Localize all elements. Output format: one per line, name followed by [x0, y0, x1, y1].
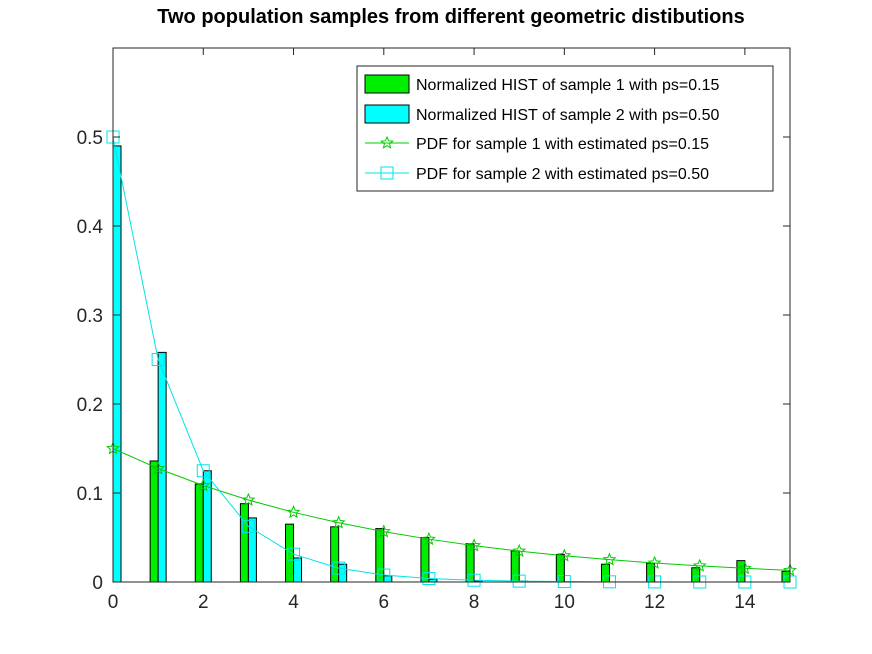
point-series1-x12: [647, 555, 662, 569]
point-series2-x5: [332, 561, 346, 575]
point-series1-x14: [737, 560, 752, 575]
point-series2-x7: [422, 572, 436, 586]
point-series1-x9: [512, 543, 527, 558]
bar-series1-x10: [555, 553, 565, 583]
bar-series1-x1: [149, 460, 159, 583]
point-series1-x10: [557, 548, 572, 562]
bar-series1-x15: [781, 570, 791, 583]
legend-label-3: PDF for sample 1 with estimated ps=0.15: [416, 136, 709, 153]
point-series1-x8: [467, 538, 482, 552]
bar-series1-x3: [239, 503, 249, 583]
y-tick-label: 0.1: [77, 484, 103, 505]
point-series2-x1: [151, 353, 165, 366]
chart-title: Two population samples from different ge…: [157, 6, 744, 28]
y-tick-label: 0.5: [77, 128, 103, 149]
legend: Normalized HIST of sample 1 with ps=0.15…: [356, 65, 774, 192]
point-series1-x6: [376, 524, 391, 538]
x-tick-label: 2: [198, 592, 209, 613]
y-tick-label: 0.2: [77, 395, 103, 416]
axis-ticks: 0 2 4 6 8 10 12 14 0 0.1 0.2 0.3 0.4 0.5: [77, 48, 790, 613]
point-series2-x2: [196, 464, 210, 478]
point-series1-x2: [196, 478, 211, 492]
y-tick-label: 0.4: [77, 217, 104, 238]
x-tick-label: 12: [644, 592, 665, 613]
legend-marker-4: [380, 166, 394, 180]
point-series1-x3: [241, 492, 256, 506]
point-series2-x8: [467, 573, 481, 587]
x-tick-label: 6: [379, 592, 390, 613]
bar-series2-x4: [293, 557, 303, 583]
bar-series2-x0: [112, 145, 122, 583]
bar-series1-x11: [600, 563, 610, 583]
bar-series2-x5: [338, 563, 348, 583]
bar-series2-x1: [157, 351, 167, 583]
y-tick-label: 0.3: [77, 306, 103, 327]
legend-box: [356, 65, 774, 192]
line-series1: [112, 448, 791, 571]
y-tick-label: 0: [92, 573, 103, 594]
point-series1-x13: [692, 558, 707, 572]
legend-label-4: PDF for sample 2 with estimated ps=0.50: [416, 166, 709, 183]
bar-series1-x2: [194, 483, 204, 583]
point-series2-x3: [241, 519, 255, 533]
point-series1-x1: [151, 461, 166, 475]
point-series2-x9: [512, 574, 526, 588]
point-series1-x7: [421, 531, 436, 546]
bar-series1-x9: [510, 550, 520, 583]
legend-marker-3: [380, 135, 394, 149]
x-tick-label: 8: [469, 592, 480, 613]
x-tick-label: 4: [288, 592, 299, 613]
legend-swatch-2: [364, 104, 410, 124]
legend-label-1: Normalized HIST of sample 1 with ps=0.15: [416, 77, 720, 94]
x-tick-label: 0: [108, 592, 119, 613]
x-tick-label: 10: [554, 592, 575, 613]
x-tick-label: 14: [734, 592, 756, 613]
legend-swatch-1: [364, 74, 410, 94]
point-series1-x11: [602, 552, 617, 566]
legend-label-2: Normalized HIST of sample 2 with ps=0.50: [416, 107, 720, 124]
point-series2-x4: [287, 547, 301, 561]
point-series1-x5: [331, 515, 346, 529]
point-series1-x4: [286, 505, 301, 519]
